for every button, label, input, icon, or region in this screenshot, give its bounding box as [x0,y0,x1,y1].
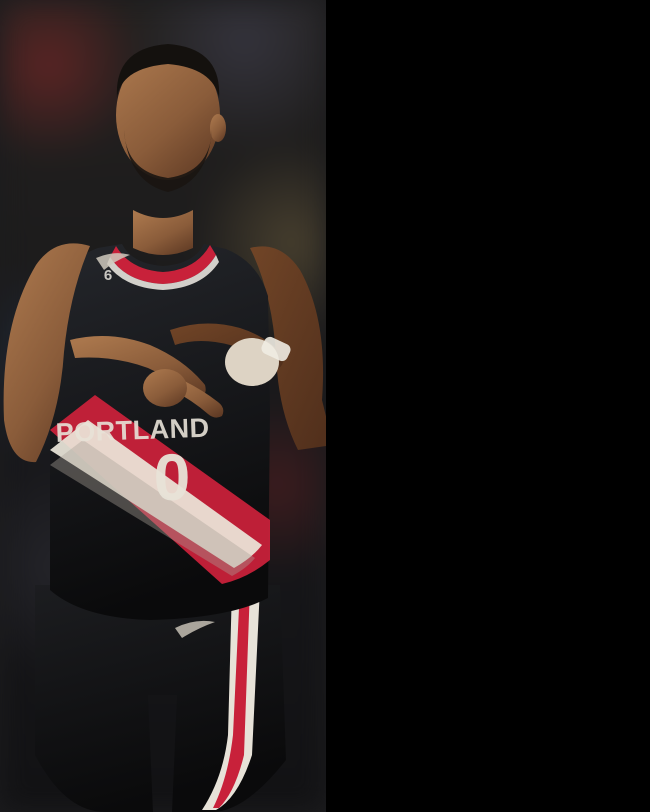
svg-text:PORTLAND: PORTLAND [55,413,210,448]
svg-text:6: 6 [104,267,112,284]
svg-text:0: 0 [154,440,191,514]
